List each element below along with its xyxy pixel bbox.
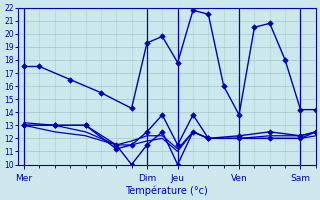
X-axis label: Température (°c): Température (°c)	[125, 185, 208, 196]
